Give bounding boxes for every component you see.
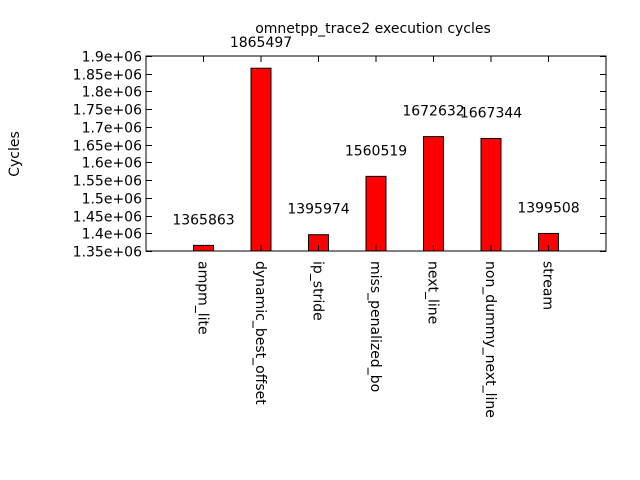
x-tick-label: ampm_lite [195,261,211,335]
y-tick-label: 1.45e+06 [73,210,142,226]
y-tick-label: 1.4e+06 [82,227,143,243]
y-tick-label: 1.85e+06 [73,68,142,84]
y-tick-label: 1.75e+06 [73,103,142,119]
y-tick-label: 1.5e+06 [82,192,143,208]
data-label: 1395974 [287,202,349,218]
x-tick-label: dynamic_best_offset [252,261,268,405]
x-tick-label: stream [540,261,556,310]
y-tick-label: 1.55e+06 [73,174,142,190]
bar-next_line [423,136,444,252]
data-label: 1667344 [460,105,522,121]
plot-area: 1.35e+06 1.4e+061.45e+06 1.5e+06 1.55e+06 1.… [73,35,607,418]
data-label: 1365863 [172,212,234,228]
y-tick-label: 1.35e+06 [73,245,142,261]
bar-miss_penalized_bo [365,175,387,252]
data-label: 1865497 [230,35,292,51]
y-tick-label: 1.9e+06 [82,50,143,66]
data-label: 1560519 [345,143,407,159]
data-label: 1672632 [402,104,464,120]
data-label: 1399508 [517,200,579,216]
chart-title: omnetpp_trace2 execution cycles [255,21,491,37]
y-tick-label: 1.7e+06 [82,121,143,137]
x-tick-label: miss_penalized_bo [367,261,383,392]
x-tick-label: next_line [425,261,441,324]
y-tick-label: 1.6e+06 [82,156,143,172]
bar-dynamic_best_offset [250,67,272,252]
y-axis-label: Cycles [7,131,23,177]
x-tick-label: non_dummy_next_line [482,261,498,418]
bar-non_dummy_next_line [480,137,502,252]
y-tick-label: 1.65e+06 [73,139,142,155]
y-tick-label: 1.8e+06 [82,85,143,101]
x-tick-label: ip_stride [310,261,326,321]
